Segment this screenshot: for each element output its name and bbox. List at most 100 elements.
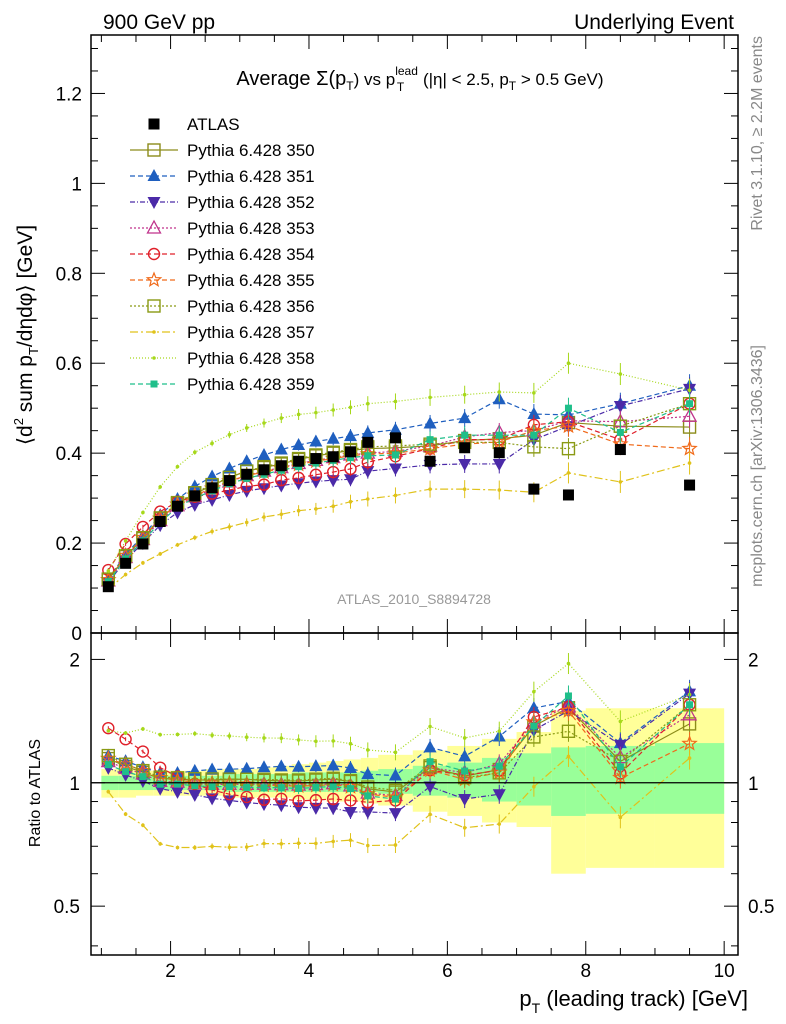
ratio-point: [423, 740, 437, 753]
series-point: [343, 429, 357, 442]
atlas-point: [344, 446, 356, 458]
ratio-point: [530, 722, 538, 730]
atlas-point: [275, 460, 287, 472]
ratio-series-line: [107, 704, 690, 803]
ratio-point: [210, 844, 214, 849]
series-point: [102, 563, 115, 577]
series-point: [192, 450, 197, 455]
ratio-point: [566, 754, 571, 759]
series-point: [244, 520, 249, 525]
y-axis-label-main: ⟨d2 sum pT/dηdφ⟩ [GeV]: [11, 225, 41, 445]
series-point: [686, 400, 694, 408]
ratio-point: [461, 767, 469, 775]
ratio-point: [274, 759, 288, 772]
ratio-point: [343, 760, 357, 773]
legend-label: Pythia 6.428 358: [187, 349, 315, 368]
ratio-point: [123, 812, 128, 816]
ratio-series-line: [107, 755, 690, 849]
ratio-point: [348, 838, 353, 842]
y-tick-label-ratio-right: 0.5: [748, 897, 774, 918]
ratio-point: [561, 724, 576, 738]
ratio-point: [240, 761, 254, 774]
ratio-point: [309, 759, 323, 772]
ratio-point: [173, 780, 181, 788]
series-point: [616, 428, 624, 436]
ratio-point: [388, 808, 402, 821]
y-axis-label-ratio: Ratio to ATLAS: [27, 739, 44, 847]
legend-marker: [147, 299, 161, 313]
ratio-point: [136, 745, 150, 758]
ratio-point: [618, 815, 623, 820]
atlas-point: [528, 483, 540, 495]
series-4: [102, 392, 696, 577]
ratio-series-8: [106, 653, 692, 761]
atlas-point: [223, 475, 235, 487]
ratio-point: [244, 735, 249, 740]
series-point: [391, 451, 399, 459]
ratio-point: [275, 792, 288, 805]
series-point: [188, 499, 202, 512]
ratio-point: [210, 733, 214, 738]
ratio-point: [104, 761, 112, 769]
ratio-point: [331, 739, 335, 743]
ratio-point: [158, 732, 162, 737]
series-point: [497, 390, 502, 394]
atlas-point: [137, 538, 149, 550]
main-panel: 0 0.2 0.4 0.6 0.8 1 1.2 Average Σ(pT) vs plead…: [11, 34, 739, 645]
ratio-point: [326, 792, 340, 806]
ratio-point: [156, 780, 164, 788]
legend-marker: [147, 197, 161, 209]
ratio-point: [497, 729, 502, 733]
ratio-point: [329, 782, 337, 790]
ratio-point: [141, 727, 145, 731]
ratio-series-line: [108, 710, 690, 798]
legend-label: Pythia 6.428 359: [187, 375, 315, 394]
ratio-point: [141, 823, 145, 828]
series-point: [274, 480, 288, 493]
ratio-point: [361, 806, 375, 819]
ratio-point: [262, 736, 266, 740]
atlas-point: [293, 455, 305, 467]
ratio-point: [365, 748, 370, 752]
ratio-point: [428, 724, 432, 729]
ratio-point: [393, 843, 398, 847]
atlas-point: [102, 581, 114, 593]
series-point: [365, 497, 370, 501]
ratio-point: [428, 812, 432, 817]
series-point: [141, 510, 145, 515]
ratio-point: [243, 783, 251, 791]
series-2: [101, 377, 697, 590]
chart-title: Average Σ(pT) vs plead T (|η| < 2.5, pT >…: [236, 64, 603, 94]
series-point: [426, 436, 434, 444]
ratio-point: [260, 784, 268, 792]
ratio-point: [225, 782, 233, 790]
series-point: [136, 520, 150, 534]
series-point: [292, 478, 306, 491]
x-axis-label: pT (leading track) [GeV]: [519, 986, 748, 1016]
y-tick-label-ratio-right: 2: [748, 650, 759, 671]
atlas-point: [389, 432, 401, 444]
ratio-point: [295, 784, 303, 792]
ratio-point: [158, 842, 162, 846]
series-point: [158, 552, 162, 556]
series-point: [192, 535, 197, 540]
series-point: [530, 431, 538, 439]
ratio-point: [458, 749, 472, 762]
series-point: [361, 425, 375, 438]
legend-marker: [147, 143, 161, 157]
series-point: [296, 508, 301, 513]
y-tick-label-main: 1.2: [56, 84, 82, 105]
ratio-point: [309, 793, 323, 807]
ratio-point: [102, 721, 115, 735]
ratio-point: [292, 794, 305, 808]
series-point: [158, 485, 162, 489]
ratio-point: [616, 763, 624, 771]
ratio-point: [426, 758, 434, 766]
ratio-series-9: [104, 685, 694, 808]
ratio-point: [257, 793, 271, 806]
ratio-point: [314, 841, 318, 846]
ratio-point: [564, 692, 572, 700]
ratio-frame: [90, 632, 739, 956]
series-line: [107, 385, 690, 580]
series-point: [331, 408, 335, 412]
